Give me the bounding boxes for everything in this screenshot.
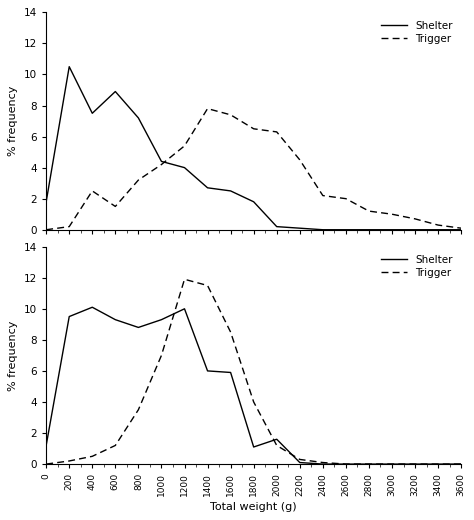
Shelter: [274, 436, 280, 443]
Trigger: [66, 458, 72, 464]
Trigger: [366, 461, 372, 467]
Shelter: [458, 461, 464, 467]
Trigger: [435, 222, 441, 228]
Trigger: [112, 203, 118, 210]
Trigger: [90, 453, 95, 460]
Shelter: [389, 227, 395, 233]
Shelter: [66, 63, 72, 70]
Shelter: [205, 368, 210, 374]
Shelter: [136, 324, 141, 331]
Trigger: [343, 196, 349, 202]
Trigger: [412, 216, 418, 222]
Shelter: [90, 110, 95, 116]
Trigger: [205, 282, 210, 289]
Shelter: [112, 317, 118, 323]
Shelter: [66, 314, 72, 320]
Shelter: [182, 306, 187, 312]
Trigger: [343, 461, 349, 467]
Shelter: [412, 461, 418, 467]
Shelter: [112, 88, 118, 95]
Legend: Shelter, Trigger: Shelter, Trigger: [378, 18, 456, 47]
Trigger: [182, 143, 187, 149]
Shelter: [366, 461, 372, 467]
Trigger: [159, 352, 164, 358]
Shelter: [251, 199, 256, 205]
Trigger: [297, 457, 302, 463]
Shelter: [435, 461, 441, 467]
Shelter: [159, 317, 164, 323]
Shelter: [412, 227, 418, 233]
Shelter: [320, 227, 326, 233]
Trigger: [251, 399, 256, 405]
Trigger: [136, 177, 141, 183]
Trigger: [228, 112, 234, 118]
Trigger: [435, 461, 441, 467]
Shelter: [320, 461, 326, 467]
Trigger: [320, 192, 326, 199]
Shelter: [205, 185, 210, 191]
Trigger: [112, 443, 118, 449]
Shelter: [43, 199, 49, 205]
Shelter: [343, 227, 349, 233]
Shelter: [297, 459, 302, 465]
Trigger: [228, 329, 234, 335]
Trigger: [366, 208, 372, 214]
Trigger: [274, 443, 280, 449]
Y-axis label: % frequency: % frequency: [9, 320, 18, 391]
Line: Shelter: Shelter: [46, 67, 461, 230]
Shelter: [389, 461, 395, 467]
Legend: Shelter, Trigger: Shelter, Trigger: [378, 252, 456, 281]
Trigger: [297, 157, 302, 163]
Trigger: [90, 188, 95, 194]
Shelter: [343, 461, 349, 467]
Trigger: [43, 227, 49, 233]
Trigger: [412, 461, 418, 467]
Trigger: [251, 126, 256, 132]
Trigger: [136, 407, 141, 413]
Trigger: [159, 161, 164, 167]
Shelter: [366, 227, 372, 233]
Trigger: [43, 461, 49, 467]
Shelter: [43, 443, 49, 449]
X-axis label: Total weight (g): Total weight (g): [210, 502, 297, 512]
Shelter: [274, 224, 280, 230]
Trigger: [205, 106, 210, 112]
Trigger: [389, 461, 395, 467]
Trigger: [274, 129, 280, 135]
Trigger: [66, 224, 72, 230]
Shelter: [228, 188, 234, 194]
Trigger: [458, 225, 464, 231]
Line: Shelter: Shelter: [46, 307, 461, 464]
Shelter: [435, 227, 441, 233]
Shelter: [458, 227, 464, 233]
Shelter: [182, 164, 187, 171]
Shelter: [136, 115, 141, 121]
Shelter: [159, 158, 164, 164]
Shelter: [228, 369, 234, 375]
Line: Trigger: Trigger: [46, 109, 461, 230]
Trigger: [458, 461, 464, 467]
Trigger: [182, 276, 187, 282]
Y-axis label: % frequency: % frequency: [9, 86, 18, 156]
Line: Trigger: Trigger: [46, 279, 461, 464]
Shelter: [297, 225, 302, 231]
Trigger: [389, 211, 395, 217]
Shelter: [90, 304, 95, 310]
Trigger: [320, 459, 326, 465]
Shelter: [251, 444, 256, 450]
